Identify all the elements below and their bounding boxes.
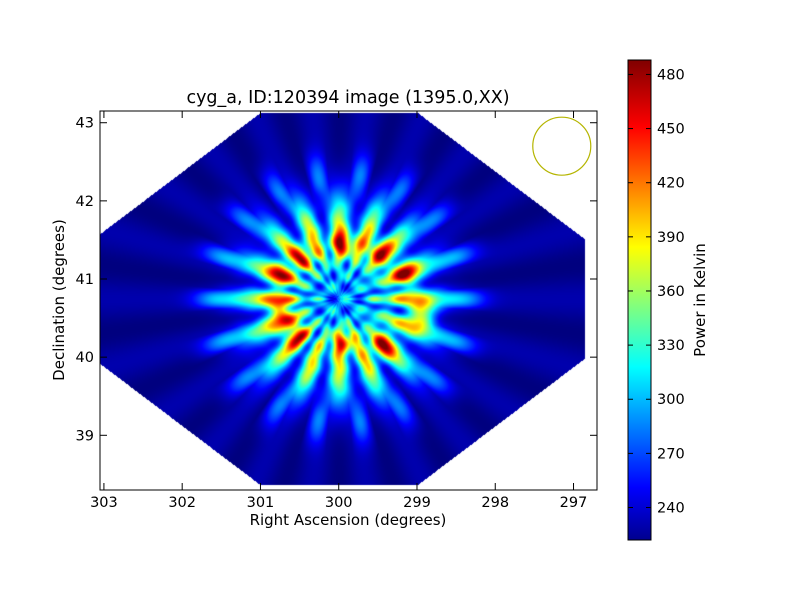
x-tick-label: 299: [403, 495, 431, 511]
colorbar-label: Power in Kelvin: [691, 243, 709, 357]
y-axis: 39 40 41 42 43: [76, 116, 597, 444]
plot-frame: [99, 110, 598, 491]
colorbar-tick-label: 330: [657, 338, 685, 354]
chart-title: cyg_a, ID:120394 image (1395.0,XX): [186, 88, 509, 108]
beam-size-circle: [532, 116, 592, 176]
x-tick-label: 298: [481, 495, 509, 511]
x-tick-label: 297: [560, 495, 588, 511]
y-tick-label: 41: [76, 272, 94, 288]
colorbar-tick-label: 390: [657, 230, 685, 246]
colorbar-gradient: [627, 59, 652, 541]
x-tick-label: 300: [325, 495, 353, 511]
x-tick-label: 303: [90, 495, 118, 511]
x-axis-label: Right Ascension (degrees): [250, 511, 447, 529]
colorbar-tick-label: 450: [657, 122, 685, 138]
colorbar: 240 270 300 330 360 390 420 450 480 Power in Kel…: [627, 59, 709, 541]
heatmap-image: [100, 111, 597, 490]
x-tick-label: 302: [168, 495, 196, 511]
colorbar-tick-label: 270: [657, 446, 685, 462]
colorbar-tick-label: 480: [657, 67, 685, 83]
x-tick-label: 301: [247, 495, 275, 511]
colorbar-tick-label: 420: [657, 176, 685, 192]
colorbar-ticks: 240 270 300 330 360 390 420 450 480: [628, 67, 685, 517]
y-tick-label: 39: [76, 428, 94, 444]
y-tick-label: 40: [76, 350, 94, 366]
y-axis-label: Declination (degrees): [50, 219, 68, 381]
colorbar-tick-label: 240: [657, 501, 685, 517]
plot-area: [99, 110, 598, 491]
y-tick-label: 43: [76, 116, 94, 132]
y-tick-label: 42: [76, 194, 94, 210]
colorbar-tick-label: 300: [657, 392, 685, 408]
colorbar-tick-label: 360: [657, 284, 685, 300]
x-axis: 303 302 301 300 299 298 297: [90, 111, 587, 511]
